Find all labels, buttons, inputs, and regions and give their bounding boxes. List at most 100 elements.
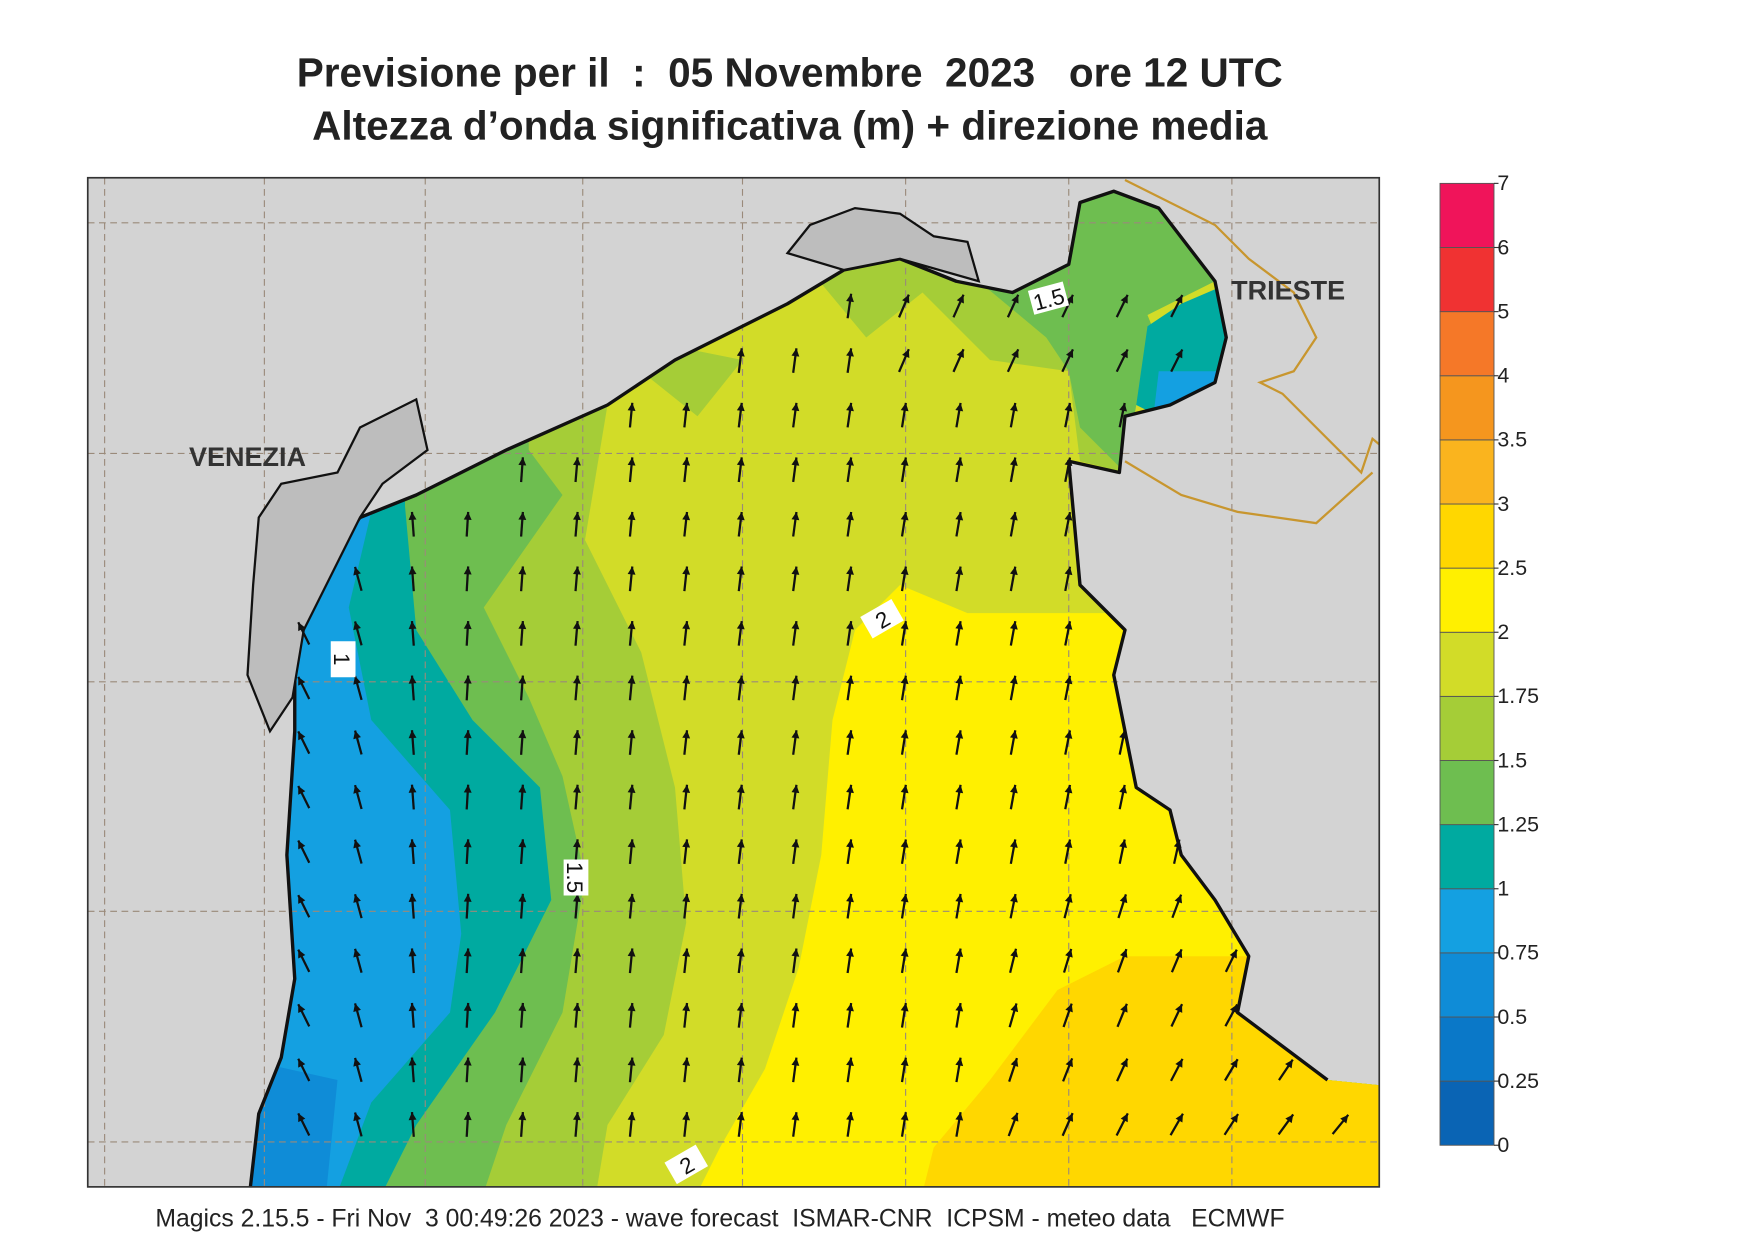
arrow-head xyxy=(900,839,909,848)
arrow-head xyxy=(518,566,527,575)
arrow-head xyxy=(900,1003,909,1012)
legend-tick-label: 1.5 xyxy=(1497,748,1527,772)
arrow-head xyxy=(573,948,581,957)
arrow-head xyxy=(791,839,800,848)
contour-label: 1.5 xyxy=(562,859,589,896)
arrow-head xyxy=(353,621,361,631)
arrow-head xyxy=(846,348,854,357)
arrow-head xyxy=(1009,457,1018,466)
arrow-head xyxy=(627,1112,636,1121)
contour-label: 1 xyxy=(329,641,356,678)
arrow-head xyxy=(791,675,800,684)
arrow-head xyxy=(846,293,854,303)
arrow-head xyxy=(627,621,636,630)
contour-label-box xyxy=(664,1144,709,1185)
arrow-head xyxy=(1175,1113,1183,1123)
arrow-head xyxy=(573,893,581,903)
contour-label-box xyxy=(330,641,356,678)
arrow-head xyxy=(900,730,909,739)
arrow-head xyxy=(627,457,636,466)
arrow-head xyxy=(900,621,909,630)
arrow-head xyxy=(791,1057,800,1066)
arrow-head xyxy=(1229,1004,1238,1014)
arrow-head xyxy=(463,893,472,902)
arrow-head xyxy=(682,566,691,575)
arrow-head xyxy=(573,784,581,793)
arrow-head xyxy=(791,566,800,575)
arrow-head xyxy=(627,1057,636,1066)
arrow-head xyxy=(846,948,854,957)
arrow-head xyxy=(627,784,636,793)
arrow-head xyxy=(846,621,854,630)
arrow-head xyxy=(1064,839,1073,848)
arrow-head xyxy=(846,1112,854,1121)
arrow-head xyxy=(956,294,964,304)
legend-tick-label: 6 xyxy=(1497,235,1509,259)
arrow-head xyxy=(791,348,800,357)
legend-bin xyxy=(1439,182,1495,248)
legend-bin xyxy=(1439,695,1495,761)
arrow-head xyxy=(736,511,745,521)
arrow-head xyxy=(298,1113,306,1123)
arrow-head xyxy=(846,512,854,521)
legend-bin xyxy=(1439,567,1495,633)
arrow-head xyxy=(1065,294,1074,304)
legend-bin xyxy=(1439,888,1495,954)
arrow-head xyxy=(1064,621,1073,630)
arrow-head xyxy=(956,349,964,359)
arrow-head xyxy=(682,730,691,739)
arrow-head xyxy=(846,784,854,794)
arrow-head xyxy=(1174,894,1183,904)
arrow-head xyxy=(791,784,800,794)
arrow-head xyxy=(353,894,361,903)
arrow-head xyxy=(298,1058,306,1068)
arrow-head xyxy=(736,457,745,466)
arrow-head xyxy=(627,730,636,739)
arrow-head xyxy=(518,839,527,848)
arrow-head xyxy=(573,457,581,466)
arrow-head xyxy=(573,839,581,848)
arrow-head xyxy=(627,893,636,903)
arrow-head xyxy=(463,1057,472,1066)
legend-bin xyxy=(1439,631,1495,697)
arrow-head xyxy=(682,675,691,684)
arrow-head xyxy=(408,893,417,902)
contour-label-text: 1.5 xyxy=(562,862,587,893)
arrow-head xyxy=(791,893,800,903)
arrow-head xyxy=(682,511,691,521)
arrow-head xyxy=(682,784,691,794)
arrow-head xyxy=(518,1002,527,1012)
arrow-head xyxy=(1120,1003,1128,1013)
arrow-head xyxy=(846,1057,854,1066)
legend-bin xyxy=(1439,375,1495,441)
legend-tick-label: 5 xyxy=(1497,299,1509,323)
arrow-head xyxy=(1064,894,1073,903)
arrow-head xyxy=(298,785,306,795)
arrow-head xyxy=(1120,1113,1128,1123)
arrow-head xyxy=(1010,894,1018,903)
legend-tick-label: 1.25 xyxy=(1497,812,1539,836)
arrow-head xyxy=(736,893,745,903)
arrow-head xyxy=(408,784,417,793)
arrow-head xyxy=(900,675,909,685)
arrow-head xyxy=(353,1057,361,1067)
legend-bin xyxy=(1439,1016,1495,1082)
map-frame xyxy=(86,176,1381,1188)
arrow-head xyxy=(463,784,472,793)
arrow-head xyxy=(736,402,745,412)
arrow-head xyxy=(627,511,636,521)
arrow-head xyxy=(408,675,417,684)
legend-tick-label: 4 xyxy=(1497,364,1509,388)
arrow-head xyxy=(1065,948,1073,958)
legend-tick-label: 2.5 xyxy=(1497,556,1527,580)
arrow-head xyxy=(955,1003,964,1012)
arrow-head xyxy=(1120,1058,1128,1068)
arrow-head xyxy=(1119,894,1128,904)
arrow-head xyxy=(846,675,854,685)
arrow-head xyxy=(791,402,800,412)
legend-tick-label: 2 xyxy=(1497,620,1509,644)
contour-label-box xyxy=(860,599,904,639)
arrow-head xyxy=(298,840,306,850)
arrow-head xyxy=(736,621,745,630)
